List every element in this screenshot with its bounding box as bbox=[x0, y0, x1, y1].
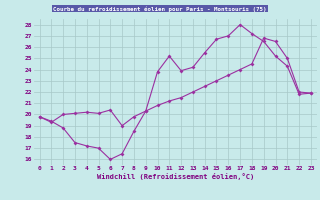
Text: Courbe du refroidissement éolien pour Paris - Montsouris (75): Courbe du refroidissement éolien pour Pa… bbox=[53, 6, 267, 11]
X-axis label: Windchill (Refroidissement éolien,°C): Windchill (Refroidissement éolien,°C) bbox=[97, 173, 254, 180]
